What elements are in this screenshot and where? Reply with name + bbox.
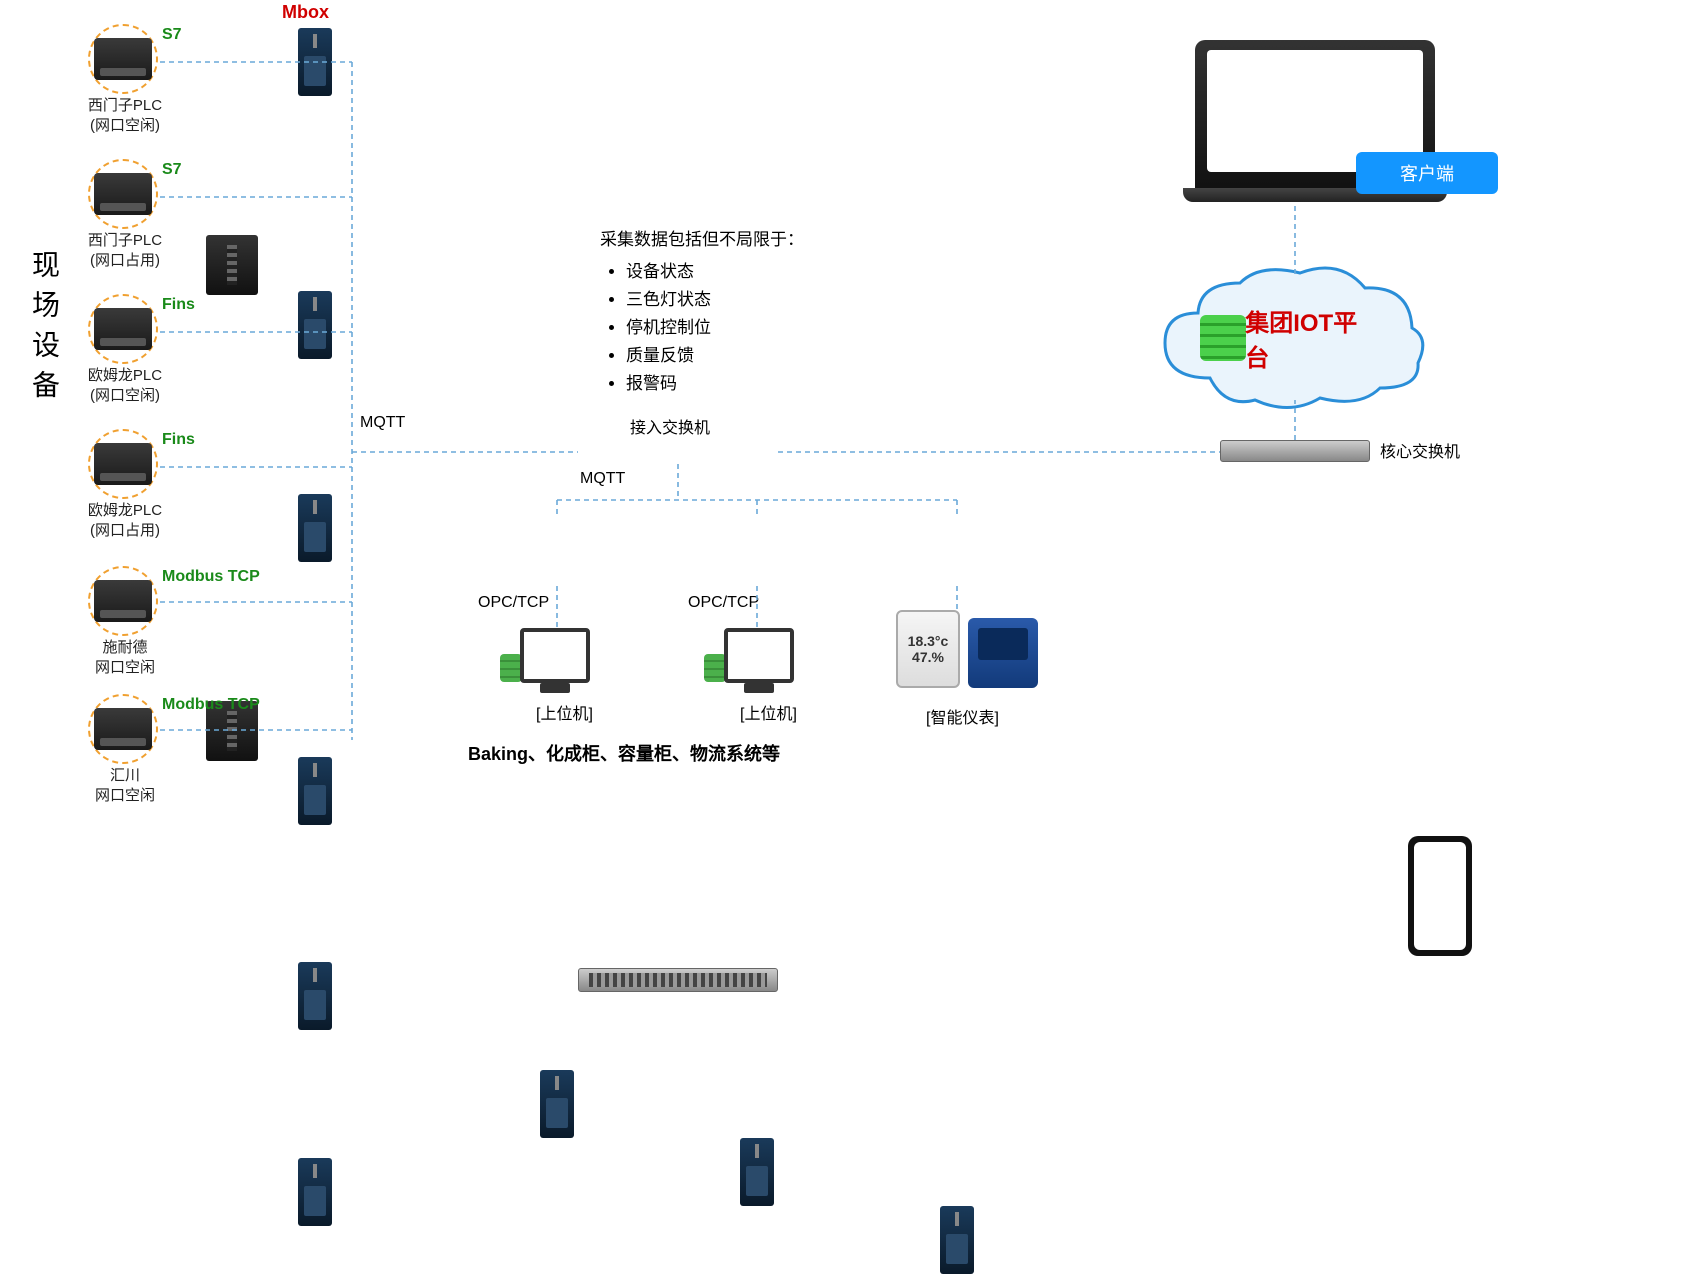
protocol-label: Modbus TCP bbox=[162, 696, 260, 714]
plc-device bbox=[88, 566, 158, 636]
section-title: 现场设备 bbox=[24, 250, 64, 410]
smart-meters: 18.3°c 47.% bbox=[896, 610, 1038, 688]
plc-label: 欧姆龙PLC(网口空闲) bbox=[80, 366, 170, 405]
plc-device bbox=[88, 294, 158, 364]
power-meter-icon bbox=[968, 618, 1038, 688]
data-bullet: 报警码 bbox=[626, 370, 804, 398]
plc-label: 汇川网口空闲 bbox=[80, 766, 170, 805]
plc-label: 西门子PLC(网口占用) bbox=[80, 231, 170, 270]
protocol-label: Fins bbox=[162, 296, 195, 314]
meter-th-icon: 18.3°c 47.% bbox=[896, 610, 960, 688]
data-bullet: 质量反馈 bbox=[626, 342, 804, 370]
phone-icon bbox=[1408, 836, 1472, 956]
mbox-gateway-icon bbox=[298, 494, 332, 562]
host-label-2: [上位机] bbox=[740, 700, 797, 724]
protocol-label: Modbus TCP bbox=[162, 568, 260, 586]
client-badge: 客户端 bbox=[1356, 152, 1498, 194]
data-scope-header: 采集数据包括但不局限于： bbox=[600, 226, 804, 254]
bottom-systems-label: Baking、化成柜、容量柜、物流系统等 bbox=[468, 740, 780, 766]
data-bullet: 三色灯状态 bbox=[626, 286, 804, 314]
opc-label-1: OPC/TCP bbox=[478, 594, 549, 612]
host-pc-2 bbox=[724, 628, 794, 683]
plc-label: 西门子PLC(网口空闲) bbox=[80, 96, 170, 135]
plc-device bbox=[88, 159, 158, 229]
protocol-label: S7 bbox=[162, 26, 182, 44]
mbox-label: Mbox bbox=[282, 2, 329, 23]
mbox-gateway-icon bbox=[298, 1158, 332, 1226]
mbox-gateway-icon bbox=[298, 757, 332, 825]
cloud-db-icon bbox=[1200, 315, 1246, 361]
gateway-sub-3 bbox=[940, 1206, 974, 1274]
meter-label: [智能仪表] bbox=[926, 704, 999, 728]
plc-device bbox=[88, 429, 158, 499]
core-switch-icon bbox=[1220, 440, 1370, 462]
access-switch-label: 接入交换机 bbox=[630, 414, 710, 438]
data-bullet: 停机控制位 bbox=[626, 314, 804, 342]
mqtt-label-2: MQTT bbox=[580, 470, 625, 488]
plc-device bbox=[88, 694, 158, 764]
mbox-gateway-icon bbox=[298, 291, 332, 359]
mbox-gateway-icon bbox=[298, 962, 332, 1030]
cloud-text: 集团IOT平台 bbox=[1245, 303, 1368, 373]
plc-device bbox=[88, 24, 158, 94]
opc-label-2: OPC/TCP bbox=[688, 594, 759, 612]
data-bullet: 设备状态 bbox=[626, 258, 804, 286]
host-label-1: [上位机] bbox=[536, 700, 593, 724]
access-switch-icon bbox=[578, 968, 778, 992]
plc-label: 施耐德网口空闲 bbox=[80, 638, 170, 677]
host-pc-1 bbox=[520, 628, 590, 683]
data-scope-block: 采集数据包括但不局限于： 设备状态三色灯状态停机控制位质量反馈报警码 bbox=[600, 226, 804, 398]
mbox-gateway-icon bbox=[298, 28, 332, 96]
gateway-sub-2 bbox=[740, 1138, 774, 1206]
cloud-platform: 集团IOT平台 bbox=[1150, 258, 1430, 418]
core-switch-label: 核心交换机 bbox=[1380, 438, 1460, 462]
gateway-sub-1 bbox=[540, 1070, 574, 1138]
managed-switch-icon bbox=[206, 235, 258, 295]
plc-label: 欧姆龙PLC(网口占用) bbox=[80, 501, 170, 540]
mqtt-label-1: MQTT bbox=[360, 414, 405, 432]
protocol-label: S7 bbox=[162, 161, 182, 179]
protocol-label: Fins bbox=[162, 431, 195, 449]
